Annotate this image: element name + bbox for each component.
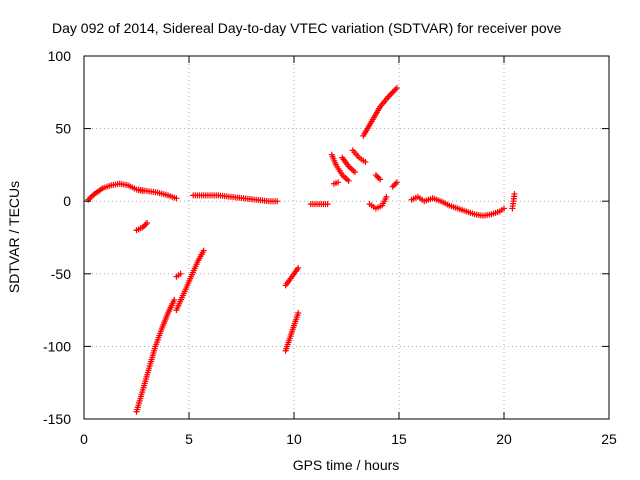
y-tick-label: 50	[55, 121, 71, 137]
y-tick-label: 0	[63, 193, 71, 209]
data-point	[374, 173, 381, 180]
data-point	[335, 179, 342, 186]
x-axis-label: GPS time / hours	[293, 457, 400, 473]
data-point	[391, 87, 398, 94]
data-point	[501, 205, 507, 212]
data-point	[345, 177, 352, 184]
data-point	[173, 195, 180, 202]
data-point	[351, 169, 358, 176]
data-point	[388, 90, 395, 97]
data-point	[419, 196, 426, 203]
data-point	[142, 221, 149, 228]
data-marks	[85, 84, 518, 415]
data-point	[392, 180, 399, 187]
data-point	[393, 84, 400, 91]
data-point	[511, 190, 518, 197]
x-tick-label: 5	[185, 431, 193, 447]
x-tick-label: 20	[496, 431, 512, 447]
y-axis-label: SDTVAR / TECUs	[6, 181, 22, 293]
data-point	[372, 172, 379, 179]
data-point	[389, 89, 396, 96]
axis-ticks: 0 5 10 15 20 25 -150 -100 -50 0 50 100	[43, 48, 617, 447]
y-tick-label: -100	[43, 338, 71, 354]
data-point	[295, 264, 302, 271]
data-point	[393, 179, 400, 186]
data-point	[362, 158, 369, 165]
data-point	[324, 201, 331, 208]
data-point	[144, 219, 150, 226]
data-point	[375, 174, 382, 181]
y-tick-label: -150	[43, 411, 71, 427]
x-tick-label: 0	[80, 431, 88, 447]
data-point	[391, 182, 398, 189]
x-tick-label: 10	[286, 431, 302, 447]
y-tick-label: -50	[51, 266, 71, 282]
grid	[84, 56, 609, 419]
data-point	[386, 92, 393, 99]
data-point	[171, 296, 178, 303]
data-point	[274, 198, 281, 205]
data-point	[200, 247, 207, 254]
x-tick-label: 25	[601, 431, 617, 447]
data-point	[177, 270, 184, 277]
x-tick-label: 15	[391, 431, 407, 447]
data-point	[383, 193, 390, 200]
data-point	[389, 183, 396, 190]
chart-title: Day 092 of 2014, Sidereal Day-to-day VTE…	[52, 20, 562, 36]
data-point	[295, 310, 302, 317]
plot-frame	[83, 55, 610, 420]
data-point	[392, 86, 399, 93]
y-tick-label: 100	[48, 48, 72, 64]
data-point	[377, 176, 384, 183]
